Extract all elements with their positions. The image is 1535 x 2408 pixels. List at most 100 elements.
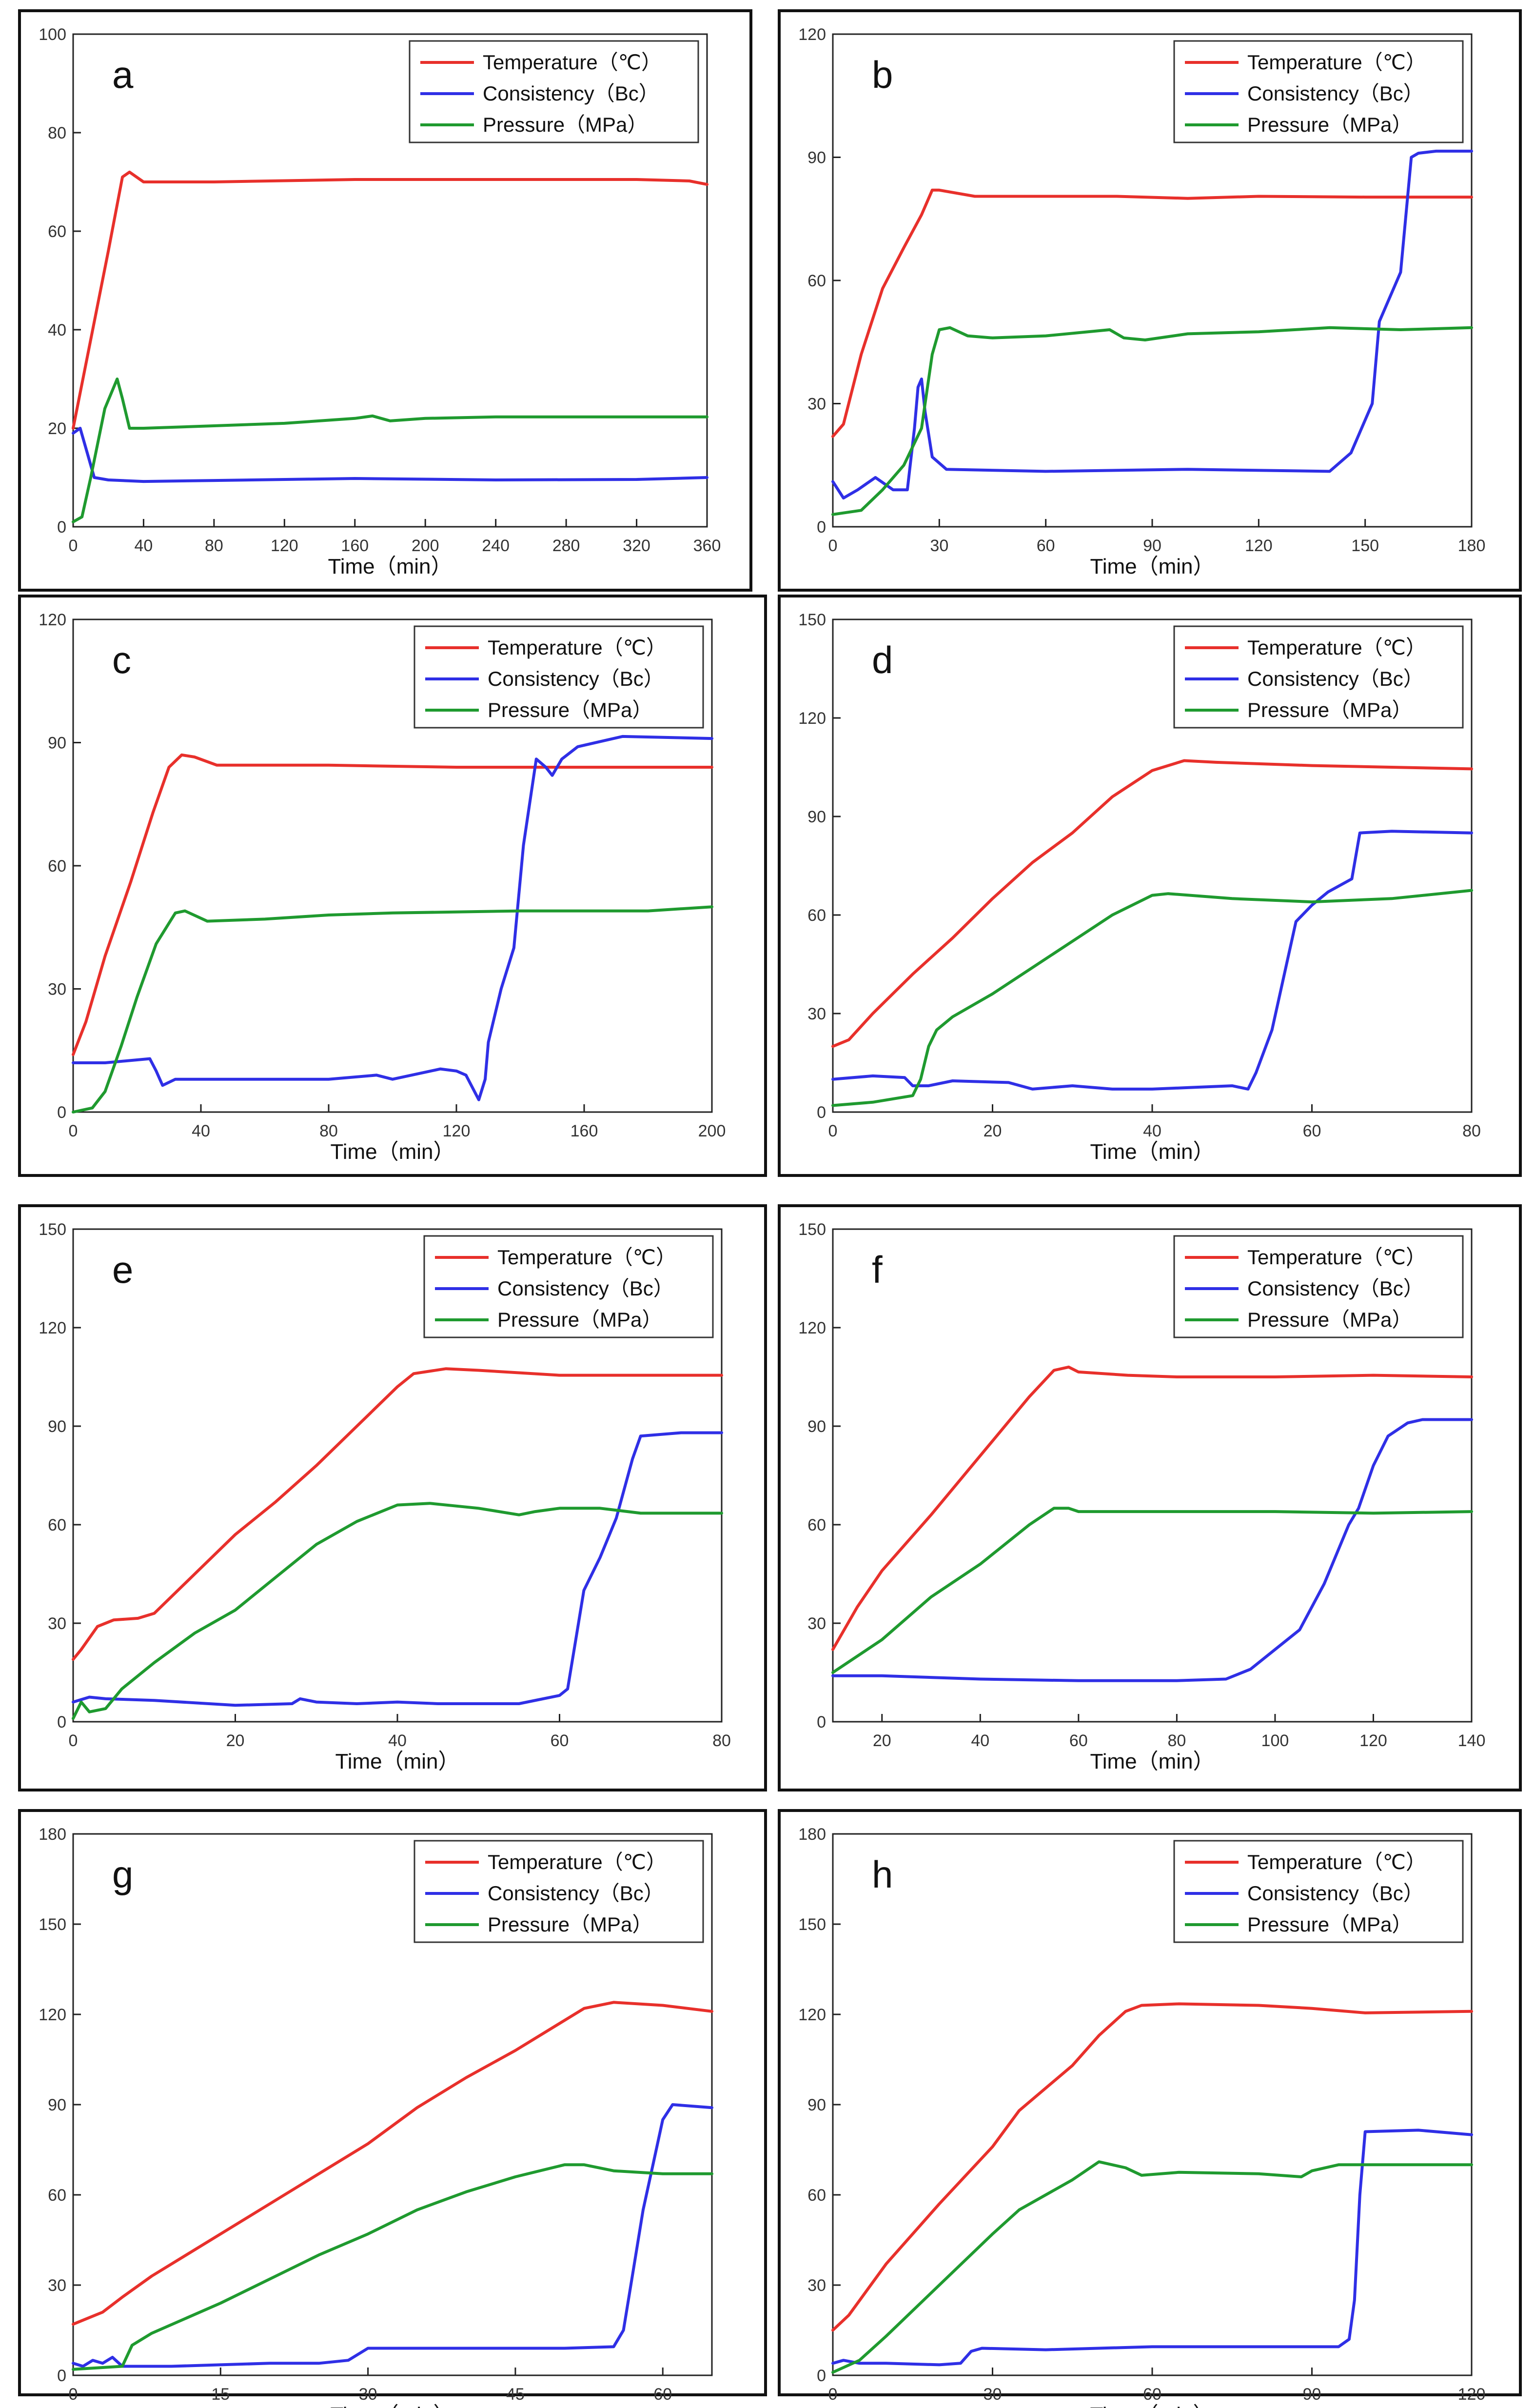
y-tick-label: 30 [48, 1614, 66, 1633]
y-tick-label: 60 [48, 2186, 66, 2205]
x-tick-label: 180 [1458, 537, 1486, 555]
panel-border [18, 595, 767, 1177]
legend-label-temperature: Temperature（℃） [483, 51, 662, 74]
legend-label-consistency: Consistency（Bc） [488, 1882, 664, 1905]
series-line-consistency [72, 1431, 723, 1707]
legend-label-consistency: Consistency（Bc） [488, 667, 664, 690]
y-tick-label: 90 [807, 808, 826, 826]
legend-label-pressure: Pressure（MPa） [1247, 698, 1412, 721]
legend-label-temperature: Temperature（℃） [497, 1246, 676, 1269]
y-tick-label: 180 [39, 1825, 66, 1844]
x-axis-label: Time（min） [1090, 1750, 1214, 1773]
panel-border [18, 9, 752, 592]
x-tick-label: 360 [693, 537, 721, 555]
series-line-temperature [72, 1367, 723, 1661]
x-tick-label: 40 [1143, 1122, 1161, 1140]
x-axis-label: Time（min） [1090, 2403, 1214, 2408]
x-tick-label: 90 [1143, 537, 1161, 555]
panel-border [778, 9, 1522, 592]
legend-label-consistency: Consistency（Bc） [1247, 1882, 1424, 1905]
legend-label-pressure: Pressure（MPa） [1247, 1308, 1412, 1331]
series-line-pressure [72, 378, 708, 523]
x-tick-label: 200 [412, 537, 439, 555]
y-tick-label: 90 [48, 734, 66, 753]
x-tick-label: 15 [211, 2385, 230, 2404]
chart-panel-h: 0 30 60 90 120 0 30 60 90 120 150 180 Time（min） h Temp… [778, 1809, 1522, 2408]
y-tick-label: 20 [48, 419, 66, 438]
y-tick-label: 80 [48, 124, 66, 142]
series-line-consistency [72, 427, 708, 483]
x-tick-label: 100 [1261, 1731, 1289, 1750]
chart-panel-a: 0 40 80 120 160 200 240 280 320 360 0 20 40 60 80 100 Ti… [18, 9, 752, 592]
x-tick-label: 40 [135, 537, 153, 555]
x-tick-label: 80 [319, 1122, 338, 1140]
legend-label-consistency: Consistency（Bc） [497, 1277, 674, 1300]
series-line-temperature [831, 2002, 1473, 2332]
x-axis-label: Time（min） [1090, 555, 1214, 578]
y-tick-label: 60 [48, 1516, 66, 1534]
x-tick-label: 20 [873, 1731, 891, 1750]
series-line-consistency [831, 2129, 1473, 2367]
legend-box [1173, 625, 1464, 729]
legend-label-temperature: Temperature（℃） [488, 1851, 667, 1873]
y-tick-label: 120 [798, 1319, 826, 1337]
x-axis-label: Time（min） [330, 1140, 454, 1164]
y-tick-label: 30 [807, 1005, 826, 1023]
x-tick-label: 120 [271, 537, 298, 555]
y-tick-label: 150 [39, 1220, 66, 1239]
x-tick-label: 0 [828, 537, 838, 555]
y-tick-label: 150 [798, 1220, 826, 1239]
x-tick-label: 150 [1351, 537, 1379, 555]
x-tick-label: 90 [1303, 2385, 1321, 2404]
x-tick-label: 60 [653, 2385, 672, 2404]
y-tick-label: 150 [798, 611, 826, 629]
x-tick-label: 45 [506, 2385, 525, 2404]
x-tick-label: 120 [1359, 1731, 1387, 1750]
x-tick-label: 60 [1143, 2385, 1161, 2404]
chart-panel-f: 20 40 60 80 100 120 140 0 30 60 90 120 150 Time（min） f… [778, 1204, 1522, 1791]
legend-label-temperature: Temperature（℃） [1247, 1851, 1426, 1873]
x-tick-label: 60 [551, 1731, 569, 1750]
series-line-consistency [72, 735, 713, 1101]
x-tick-label: 240 [482, 537, 510, 555]
x-tick-label: 80 [712, 1731, 731, 1750]
series-line-temperature [72, 170, 708, 430]
y-tick-label: 0 [817, 1103, 826, 1122]
legend-label-pressure: Pressure（MPa） [488, 698, 652, 721]
y-tick-label: 60 [48, 857, 66, 876]
y-tick-label: 30 [807, 395, 826, 414]
y-tick-label: 150 [39, 1915, 66, 1934]
legend-label-consistency: Consistency（Bc） [483, 82, 659, 105]
y-tick-label: 100 [39, 25, 66, 44]
y-tick-label: 120 [798, 25, 826, 44]
y-tick-label: 0 [57, 2367, 66, 2385]
y-tick-label: 90 [807, 149, 826, 167]
series-line-pressure [831, 326, 1473, 516]
series-line-consistency [831, 1418, 1473, 1682]
legend-label-temperature: Temperature（℃） [1247, 636, 1426, 659]
x-tick-label: 80 [1167, 1731, 1186, 1750]
y-tick-label: 120 [39, 611, 66, 629]
x-tick-label: 0 [828, 2385, 838, 2404]
y-tick-label: 0 [817, 2367, 826, 2385]
panel-letter: a [112, 53, 134, 96]
panel-border [778, 595, 1522, 1177]
x-tick-label: 280 [552, 537, 580, 555]
y-tick-label: 60 [807, 906, 826, 925]
series-line-temperature [72, 2001, 713, 2326]
y-tick-label: 120 [798, 709, 826, 728]
x-tick-label: 120 [1458, 2385, 1486, 2404]
x-tick-label: 30 [359, 2385, 377, 2404]
y-tick-label: 30 [48, 2276, 66, 2295]
series-line-pressure [831, 1507, 1473, 1674]
x-axis-label: Time（min） [335, 1750, 459, 1773]
y-tick-label: 90 [48, 2096, 66, 2114]
y-tick-label: 30 [48, 980, 66, 999]
y-tick-label: 150 [798, 1915, 826, 1934]
y-tick-label: 60 [807, 2186, 826, 2205]
panel-letter: d [872, 638, 893, 681]
legend-label-consistency: Consistency（Bc） [1247, 1277, 1424, 1300]
legend-label-pressure: Pressure（MPa） [1247, 113, 1412, 136]
y-tick-label: 120 [39, 2006, 66, 2024]
x-tick-label: 80 [1462, 1122, 1481, 1140]
